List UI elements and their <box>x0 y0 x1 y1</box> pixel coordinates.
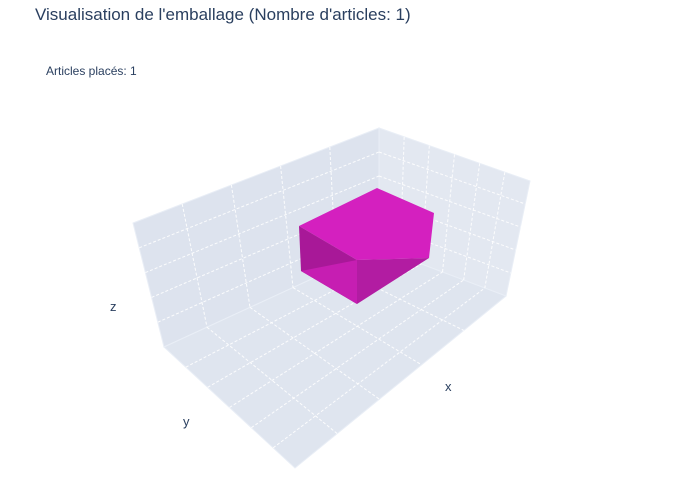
grid-floor-v5 <box>272 287 486 449</box>
grid-floor-u1 <box>206 326 338 434</box>
grid-floor-v3 <box>229 271 443 408</box>
grid-left-wall-u3 <box>280 165 294 288</box>
x-axis-label: x <box>445 379 452 394</box>
items-placed-annotation: Articles placés: 1 <box>46 64 137 78</box>
grid-right-wall-v3 <box>378 199 516 251</box>
chart-title: Visualisation de l'emballage (Nombre d'a… <box>35 5 411 24</box>
z-axis-label: z <box>110 299 117 314</box>
grid-right-wall-u5 <box>484 172 506 289</box>
grid-right-wall-v1 <box>378 151 526 205</box>
grid-floor-v4 <box>251 279 464 429</box>
grid-left-wall-u1 <box>181 203 208 328</box>
box-front-face <box>357 258 429 304</box>
box-front-lower <box>301 260 357 304</box>
y-axis-label: y <box>183 414 190 429</box>
grid-right-wall-v2 <box>378 175 521 228</box>
grid-left-wall-v2 <box>145 175 380 274</box>
box-top-face <box>299 188 434 260</box>
packed-item-box[interactable] <box>299 188 434 304</box>
grid-left-wall-v1 <box>139 151 380 249</box>
grid-left-wall-u2 <box>230 184 251 308</box>
grid-right-wall-v4 <box>378 223 511 274</box>
